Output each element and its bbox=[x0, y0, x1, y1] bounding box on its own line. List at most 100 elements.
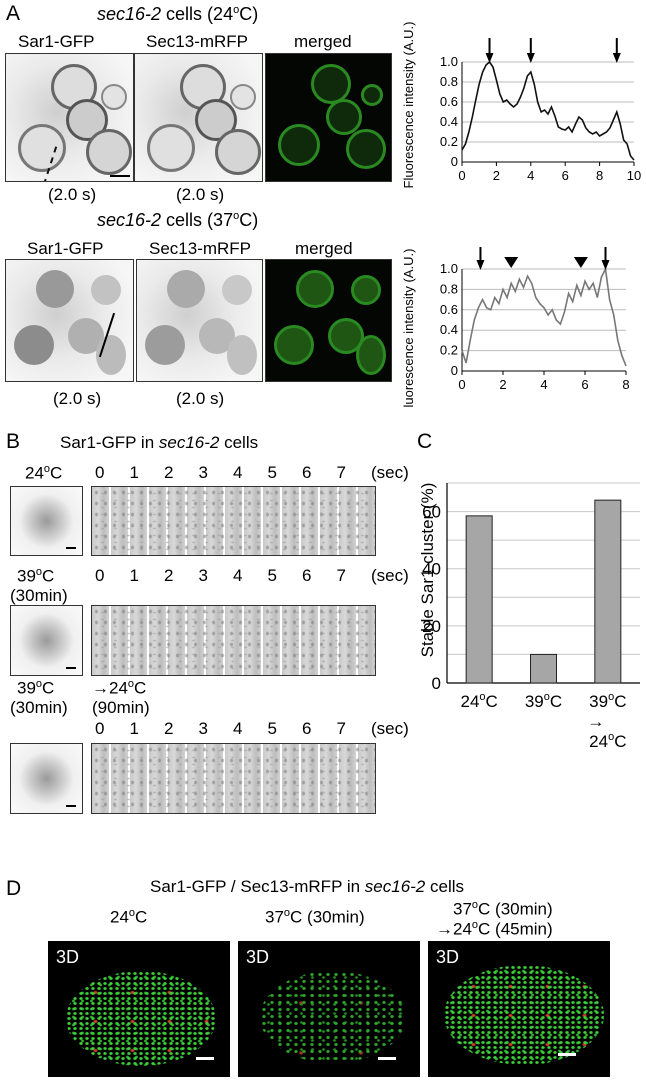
line-plot-37c: Fluorescence intensity (A.U.) 0 0.2 0.4 0.6… bbox=[401, 247, 630, 407]
time-tick-label: 6 bbox=[302, 463, 312, 482]
y-tick-label: 1.0 bbox=[440, 54, 458, 69]
x-tick-label: 8 bbox=[622, 377, 629, 392]
y-tick-label: 60 bbox=[422, 503, 441, 522]
time-tick-label: 1 bbox=[129, 463, 139, 482]
bar bbox=[594, 499, 622, 684]
render-3d-37c-to-24c: 3D bbox=[428, 941, 610, 1077]
intensity-trace bbox=[461, 60, 635, 161]
kymo-strip-39c bbox=[91, 605, 376, 676]
render-3d-37c: 3D bbox=[238, 941, 420, 1077]
x-tick-label: 2 bbox=[493, 168, 500, 183]
time-tick-label: 7 bbox=[336, 566, 346, 585]
label-merged-top: merged bbox=[294, 32, 352, 51]
time-tick-label: (sec) bbox=[371, 719, 409, 738]
y-tick-label: 0.4 bbox=[440, 114, 458, 129]
peak-arrow-head bbox=[526, 53, 535, 63]
panel-d-col2-label: 37oC (30min) bbox=[265, 907, 365, 927]
y-tick-label: 0 bbox=[451, 363, 458, 378]
panel-letter-b: B bbox=[6, 430, 21, 453]
x-tick-label: 0 bbox=[458, 377, 465, 392]
y-tick-label: 0.8 bbox=[440, 281, 458, 296]
time-tick-label: 5 bbox=[267, 566, 277, 585]
time-tick-label: 7 bbox=[336, 463, 346, 482]
kymo-strip-24c bbox=[91, 486, 376, 556]
time-tick-label: 6 bbox=[302, 566, 312, 585]
peak-triangle bbox=[504, 257, 519, 268]
time-tick-label: 3 bbox=[198, 719, 208, 738]
micrograph-sar1-24c bbox=[5, 53, 134, 182]
micrograph-sec13-24c bbox=[134, 53, 263, 182]
time-tick-label: 0 bbox=[95, 463, 105, 482]
y-tick-label: 0.8 bbox=[440, 74, 458, 89]
time-tick-label: 4 bbox=[233, 463, 243, 482]
y-tick-label: 0.6 bbox=[440, 94, 458, 109]
y-tick-label: 0.2 bbox=[440, 343, 458, 358]
time-tick-label: 4 bbox=[233, 566, 243, 585]
time-tick-label: 1 bbox=[129, 566, 139, 585]
x-category-label-line3: 24oC bbox=[589, 731, 626, 751]
panel-b-header: Sar1-GFP in sec16-2 cells bbox=[60, 433, 259, 452]
y-tick-label: 0 bbox=[451, 154, 458, 169]
intensity-trace bbox=[461, 266, 627, 367]
time-tick-label: 4 bbox=[233, 719, 243, 738]
panel-a-bottom-header: sec16-2 cells (37oC) bbox=[97, 210, 259, 230]
micrograph-merged-37c bbox=[265, 259, 392, 382]
time-tick-label: 2 bbox=[164, 719, 174, 738]
tag-3d: 3D bbox=[56, 947, 80, 967]
x-category-arrow: → bbox=[587, 712, 604, 731]
x-category-label: 24oC bbox=[461, 691, 498, 711]
render-3d-24c: 3D bbox=[48, 941, 230, 1077]
time-tick-label: 0 bbox=[95, 566, 105, 585]
exposure-sar1-37c: (2.0 s) bbox=[53, 389, 102, 408]
x-tick-label: 6 bbox=[562, 168, 569, 183]
label-sec13-mrfp-bottom: Sec13-mRFP bbox=[149, 239, 252, 258]
panel-d-col3-label-line2: →24oC (45min) bbox=[436, 919, 553, 939]
row2-condition: 39oC bbox=[17, 566, 55, 586]
time-tick-label: 5 bbox=[267, 719, 277, 738]
row3-condition: 39oC bbox=[17, 678, 55, 698]
micrograph-sar1-37c bbox=[5, 259, 134, 382]
y-tick-label: 0 bbox=[432, 674, 441, 693]
y-tick-label: 20 bbox=[422, 617, 441, 636]
thumbnail-39c bbox=[10, 605, 83, 676]
y-tick-label: 0.6 bbox=[440, 302, 458, 317]
x-tick-label: 10 bbox=[627, 168, 641, 183]
thumbnail-24c bbox=[10, 486, 83, 556]
label-sar1-gfp-bottom: Sar1-GFP bbox=[27, 239, 104, 258]
panel-d-col3-label-line1: 37oC (30min) bbox=[453, 899, 553, 919]
tag-3d: 3D bbox=[436, 947, 460, 967]
kymo-strip-39c-to-24c bbox=[91, 743, 376, 814]
y-tick-label: 1.0 bbox=[440, 261, 458, 276]
exposure-sar1-24c: (2.0 s) bbox=[48, 185, 97, 204]
row2-duration: (30min) bbox=[10, 586, 68, 605]
exposure-sec13-24c: (2.0 s) bbox=[176, 185, 225, 204]
x-category-label: 39oC bbox=[589, 691, 626, 711]
exposure-sec13-37c: (2.0 s) bbox=[176, 389, 225, 408]
row3-shift: →24oC bbox=[92, 678, 147, 698]
row3-shift-duration: (90min) bbox=[92, 698, 150, 717]
time-tick-label: 7 bbox=[336, 719, 346, 738]
y-tick-label: 0.2 bbox=[440, 134, 458, 149]
time-tick-label: 1 bbox=[129, 719, 139, 738]
x-tick-label: 8 bbox=[596, 168, 603, 183]
x-tick-label: 2 bbox=[499, 377, 506, 392]
time-tick-label: 2 bbox=[164, 463, 174, 482]
y-tick-label: 40 bbox=[422, 560, 441, 579]
panel-d-header: Sar1-GFP / Sec13-mRFP in sec16-2 cells bbox=[150, 877, 464, 896]
label-merged-bottom: merged bbox=[295, 239, 353, 258]
time-tick-label: 2 bbox=[164, 566, 174, 585]
panel-letter-c: C bbox=[417, 430, 433, 453]
row1-condition: 24oC bbox=[25, 463, 63, 483]
y-axis-label-line1: Fluorescence intensity (A.U.) bbox=[401, 22, 416, 189]
peak-arrow-head bbox=[485, 53, 494, 63]
peak-arrow-head bbox=[476, 260, 485, 270]
panel-letter-a: A bbox=[6, 2, 21, 25]
time-ticks-row2: 0 1 2 3 4 5 6 7 (sec) bbox=[95, 567, 415, 587]
x-tick-label: 4 bbox=[527, 168, 534, 183]
label-sec13-mrfp-top: Sec13-mRFP bbox=[146, 32, 249, 51]
micrograph-merged-24c bbox=[265, 53, 392, 182]
bar bbox=[465, 515, 493, 684]
time-tick-label: 5 bbox=[267, 463, 277, 482]
x-tick-label: 6 bbox=[581, 377, 588, 392]
time-tick-label: (sec) bbox=[371, 463, 409, 482]
